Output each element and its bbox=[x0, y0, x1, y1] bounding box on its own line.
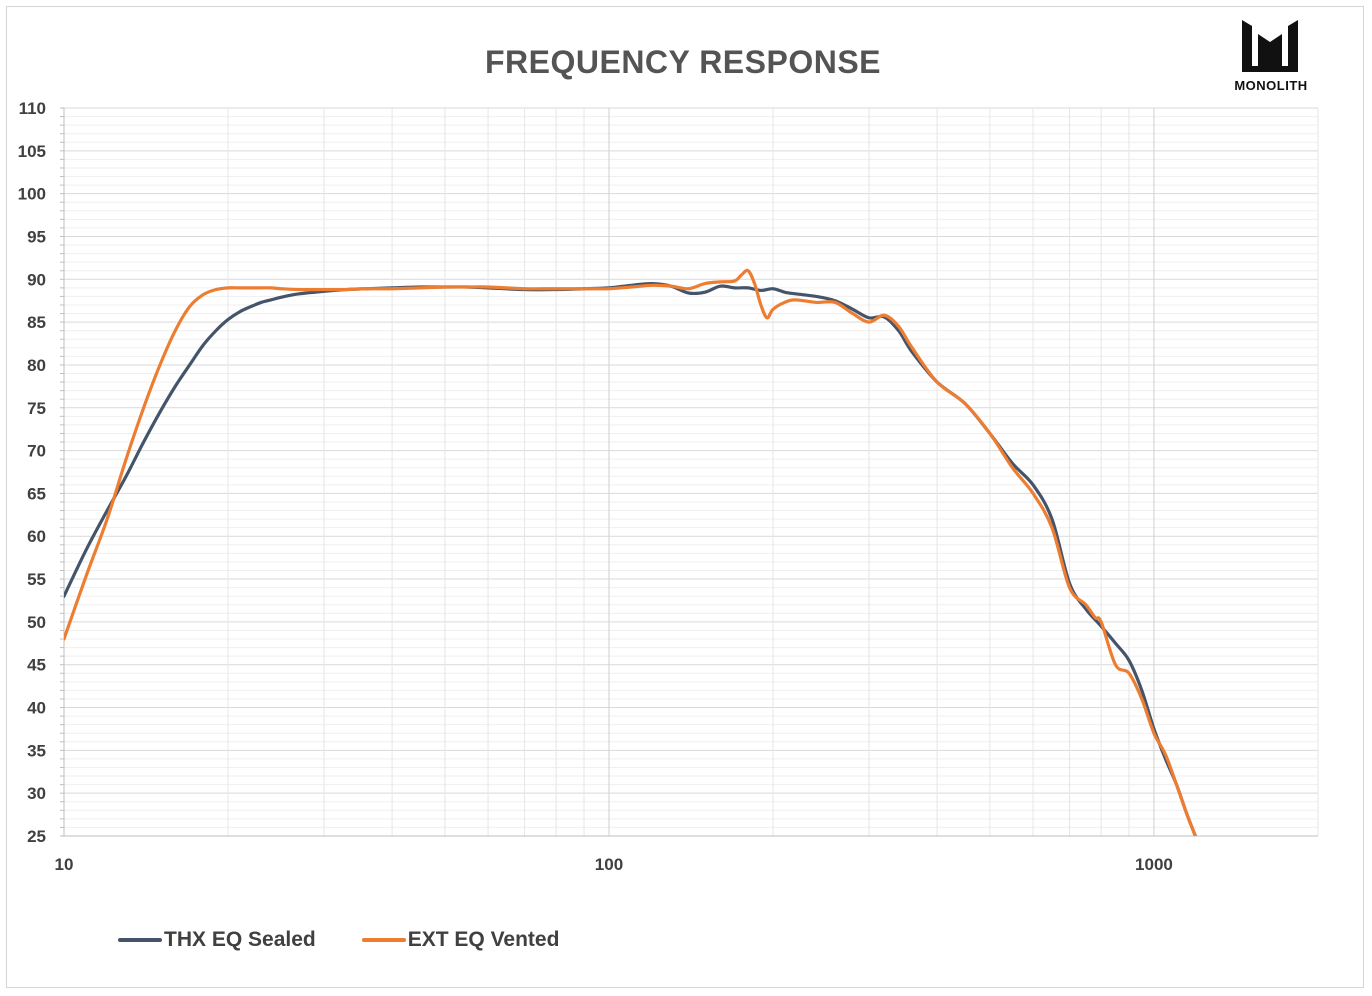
y-tick-label: 80 bbox=[27, 356, 46, 375]
y-tick-label: 105 bbox=[18, 142, 46, 161]
chart-title: FREQUENCY RESPONSE bbox=[484, 44, 882, 80]
x-tick-label: 10 bbox=[55, 855, 74, 874]
y-tick-label: 35 bbox=[27, 741, 46, 760]
legend-item-ext: EXT EQ Vented bbox=[361, 928, 560, 952]
legend-item-thx: THX EQ Sealed bbox=[118, 928, 316, 952]
y-tick-label: 95 bbox=[27, 227, 46, 246]
x-axis-ticks: 10 100 1000 bbox=[55, 855, 1173, 874]
logo-text: MONOLITH bbox=[1234, 78, 1308, 93]
y-tick-label: 45 bbox=[27, 656, 46, 675]
series-line-1 bbox=[64, 268, 1198, 836]
legend-label-ext: EXT EQ Vented bbox=[407, 928, 560, 951]
legend: THX EQ Sealed EXT EQ Vented bbox=[118, 926, 605, 954]
y-tick-label: 110 bbox=[19, 99, 46, 118]
legend-swatch-thx bbox=[118, 938, 162, 942]
legend-label-thx: THX EQ Sealed bbox=[164, 928, 316, 951]
y-tick-label: 55 bbox=[27, 570, 46, 589]
x-tick-label: 1000 bbox=[1135, 855, 1173, 874]
y-tick-label: 50 bbox=[27, 613, 46, 632]
y-tick-label: 40 bbox=[27, 699, 46, 718]
monolith-logo-icon bbox=[1242, 20, 1298, 72]
series-line-0 bbox=[64, 281, 1198, 836]
y-tick-label: 75 bbox=[27, 399, 46, 418]
legend-swatch-ext bbox=[361, 938, 406, 942]
chart-frame bbox=[6, 6, 1364, 988]
y-axis-ticks: 25 30 35 40 45 50 55 60 65 70 75 80 85 90 95 100 105 110 bbox=[18, 99, 46, 846]
series-lines bbox=[64, 268, 1198, 836]
y-tick-label: 100 bbox=[18, 185, 46, 204]
y-tick-label: 85 bbox=[27, 313, 46, 332]
y-tick-label: 25 bbox=[27, 827, 46, 846]
y-tick-label: 70 bbox=[27, 442, 46, 461]
y-tick-label: 65 bbox=[27, 484, 46, 503]
x-tick-label: 100 bbox=[595, 855, 623, 874]
y-tick-label: 60 bbox=[27, 527, 46, 546]
grid-lines bbox=[60, 107, 1319, 837]
y-tick-label: 90 bbox=[27, 270, 46, 289]
y-tick-label: 30 bbox=[27, 784, 46, 803]
